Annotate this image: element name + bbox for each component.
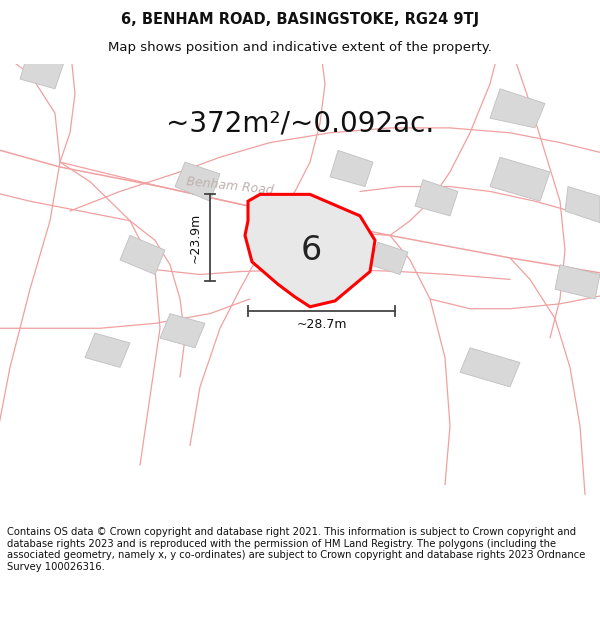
Polygon shape bbox=[20, 45, 65, 89]
Polygon shape bbox=[160, 314, 205, 348]
Polygon shape bbox=[175, 162, 220, 201]
Text: Map shows position and indicative extent of the property.: Map shows position and indicative extent… bbox=[108, 41, 492, 54]
Polygon shape bbox=[415, 180, 458, 216]
Polygon shape bbox=[555, 265, 600, 299]
Polygon shape bbox=[330, 151, 373, 186]
Polygon shape bbox=[490, 89, 545, 128]
Text: 6, BENHAM ROAD, BASINGSTOKE, RG24 9TJ: 6, BENHAM ROAD, BASINGSTOKE, RG24 9TJ bbox=[121, 12, 479, 27]
Polygon shape bbox=[120, 236, 165, 274]
Text: Contains OS data © Crown copyright and database right 2021. This information is : Contains OS data © Crown copyright and d… bbox=[7, 527, 586, 572]
Polygon shape bbox=[460, 348, 520, 387]
Polygon shape bbox=[85, 333, 130, 367]
Polygon shape bbox=[245, 194, 375, 307]
Text: Benham Road: Benham Road bbox=[186, 176, 274, 198]
Polygon shape bbox=[565, 186, 600, 222]
Text: 6: 6 bbox=[300, 234, 322, 266]
Text: ~28.7m: ~28.7m bbox=[296, 319, 347, 331]
Text: ~23.9m: ~23.9m bbox=[189, 213, 202, 263]
Polygon shape bbox=[370, 242, 408, 274]
Polygon shape bbox=[490, 158, 550, 201]
Text: ~372m²/~0.092ac.: ~372m²/~0.092ac. bbox=[166, 109, 434, 137]
